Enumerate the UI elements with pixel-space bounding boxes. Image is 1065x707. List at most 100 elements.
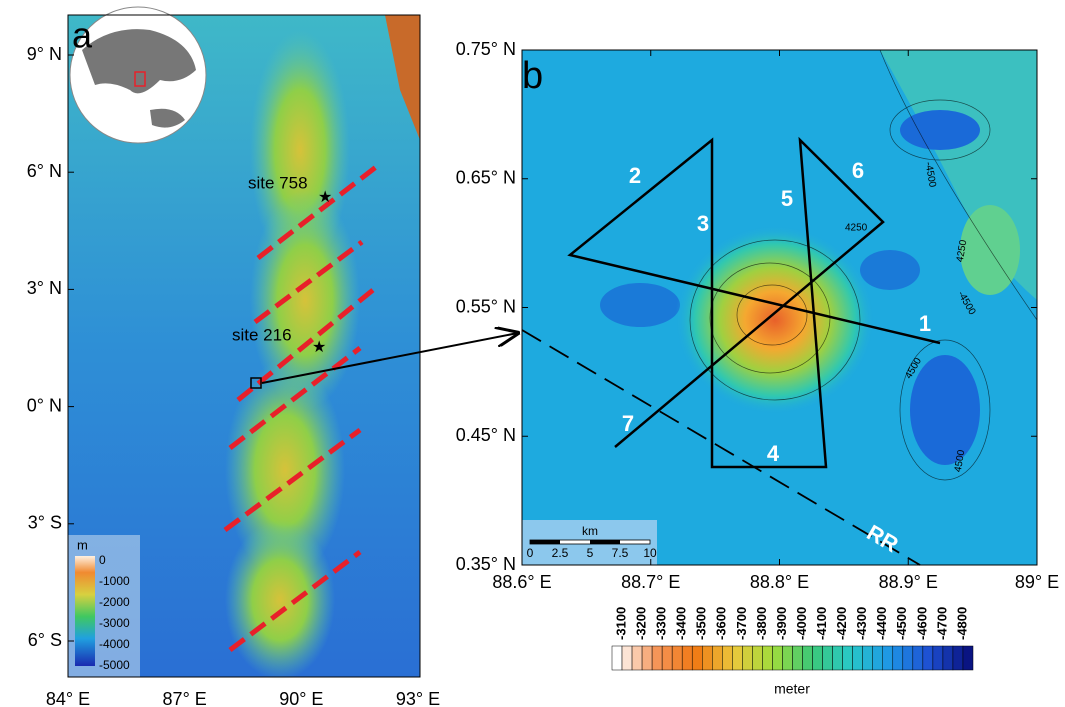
colorbar-cell — [712, 646, 722, 670]
contour-label: 4250 — [845, 223, 868, 234]
lon-label: 87° E — [163, 689, 207, 707]
scale-bar — [590, 540, 620, 544]
colorbar-label: -3200 — [634, 607, 649, 640]
colorbar-cell — [682, 646, 692, 670]
panel-b: -4500 4250 4250 -4500 4500 4500 RR b km … — [522, 50, 1037, 697]
colorbar-label: -4500 — [894, 607, 909, 640]
colorbar-label: -3800 — [754, 607, 769, 640]
colorbar-label: -3900 — [774, 607, 789, 640]
track-label: 7 — [622, 411, 634, 436]
colorbar-cell — [692, 646, 702, 670]
colorbar-cell — [963, 646, 973, 670]
legend-bar — [75, 556, 95, 666]
colorbar-label: -3500 — [694, 607, 709, 640]
colorbar-label: -3400 — [674, 607, 689, 640]
legend-label: -4000 — [99, 637, 130, 651]
colorbar-cell — [953, 646, 963, 670]
panel-label: a — [72, 15, 93, 56]
basin — [900, 110, 980, 150]
colorbar-cell — [933, 646, 943, 670]
colorbar-cell — [803, 646, 813, 670]
colorbar-cell — [652, 646, 662, 670]
lon-label: 88.8° E — [750, 572, 809, 592]
colorbar-label: -3300 — [654, 607, 669, 640]
legend-unit: m — [77, 537, 88, 552]
colorbar-cell — [883, 646, 893, 670]
colorbar-label: -4400 — [874, 607, 889, 640]
basin — [860, 250, 920, 290]
basin — [600, 283, 680, 327]
lon-label: 88.6° E — [492, 572, 551, 592]
lon-label: 84° E — [46, 689, 90, 707]
colorbar-cell — [913, 646, 923, 670]
panel-a: ★ ★ site 758 site 216 a m — [68, 7, 518, 680]
lon-label: 88.9° E — [879, 572, 938, 592]
colorbar-label: -3100 — [613, 607, 628, 640]
colorbar-cell — [943, 646, 953, 670]
lon-label: 89° E — [1015, 572, 1059, 592]
colorbar-cell — [843, 646, 853, 670]
scale-label: 2.5 — [552, 546, 569, 560]
legend-label: -5000 — [99, 658, 130, 672]
colorbar-cell — [722, 646, 732, 670]
colorbar-unit: meter — [774, 681, 810, 697]
colorbar-cell — [853, 646, 863, 670]
colorbar-cell — [622, 646, 632, 670]
colorbar-cell — [813, 646, 823, 670]
lat-label: 9° N — [27, 44, 62, 64]
colorbar-cell — [612, 646, 622, 670]
colorbar-cell — [793, 646, 803, 670]
lat-label: 0.65° N — [456, 168, 516, 188]
figure: ★ ★ site 758 site 216 a m — [0, 0, 1065, 707]
colorbar-label: -4800 — [954, 607, 969, 640]
colorbar-cell — [903, 646, 913, 670]
colorbar-cell — [662, 646, 672, 670]
colorbar-label: -4200 — [834, 607, 849, 640]
colorbar-cell — [923, 646, 933, 670]
track-label: 6 — [852, 158, 864, 183]
lon-label: 88.7° E — [621, 572, 680, 592]
legend-label: -3000 — [99, 616, 130, 630]
colorbar-cell — [863, 646, 873, 670]
lat-label: 0.55° N — [456, 296, 516, 316]
lat-label: 3° N — [27, 278, 62, 298]
track-label: 4 — [767, 441, 780, 466]
lat-label: 0.75° N — [456, 39, 516, 59]
colorbar-cell — [742, 646, 752, 670]
lat-label: 0.35° N — [456, 554, 516, 574]
lat-label: 6° S — [28, 630, 62, 650]
colorbar-cell — [762, 646, 772, 670]
track-label: 2 — [629, 163, 641, 188]
scale-unit: km — [582, 524, 598, 538]
colorbar-cell — [702, 646, 712, 670]
track-label: 3 — [697, 211, 709, 236]
colorbar-cell — [823, 646, 833, 670]
colorbar-cell — [732, 646, 742, 670]
colorbar-cell — [833, 646, 843, 670]
colorbar-cell — [752, 646, 762, 670]
colorbar-label: -4100 — [814, 607, 829, 640]
colorbar-label: -4600 — [914, 607, 929, 640]
track-label: 5 — [781, 186, 793, 211]
colorbar-cell — [772, 646, 782, 670]
colorbar-cell — [782, 646, 792, 670]
lon-label: 90° E — [279, 689, 323, 707]
legend-label: -1000 — [99, 574, 130, 588]
colorbar-cell — [642, 646, 652, 670]
lat-label: 0° N — [27, 395, 62, 415]
colorbar-label: -3600 — [714, 607, 729, 640]
colorbar-cell — [632, 646, 642, 670]
panel-label: b — [522, 55, 543, 97]
colorbar-label: -3700 — [734, 607, 749, 640]
colorbar-label: -4000 — [794, 607, 809, 640]
lat-label: 6° N — [27, 161, 62, 181]
lat-label: 0.45° N — [456, 425, 516, 445]
basin — [910, 355, 980, 465]
colorbar-label: -4700 — [934, 607, 949, 640]
site-label: site 216 — [232, 325, 292, 344]
colorbar-cell — [672, 646, 682, 670]
site-marker: ★ — [312, 339, 326, 356]
colorbar-cell — [873, 646, 883, 670]
scale-label: 5 — [587, 546, 594, 560]
legend-label: -2000 — [99, 595, 130, 609]
